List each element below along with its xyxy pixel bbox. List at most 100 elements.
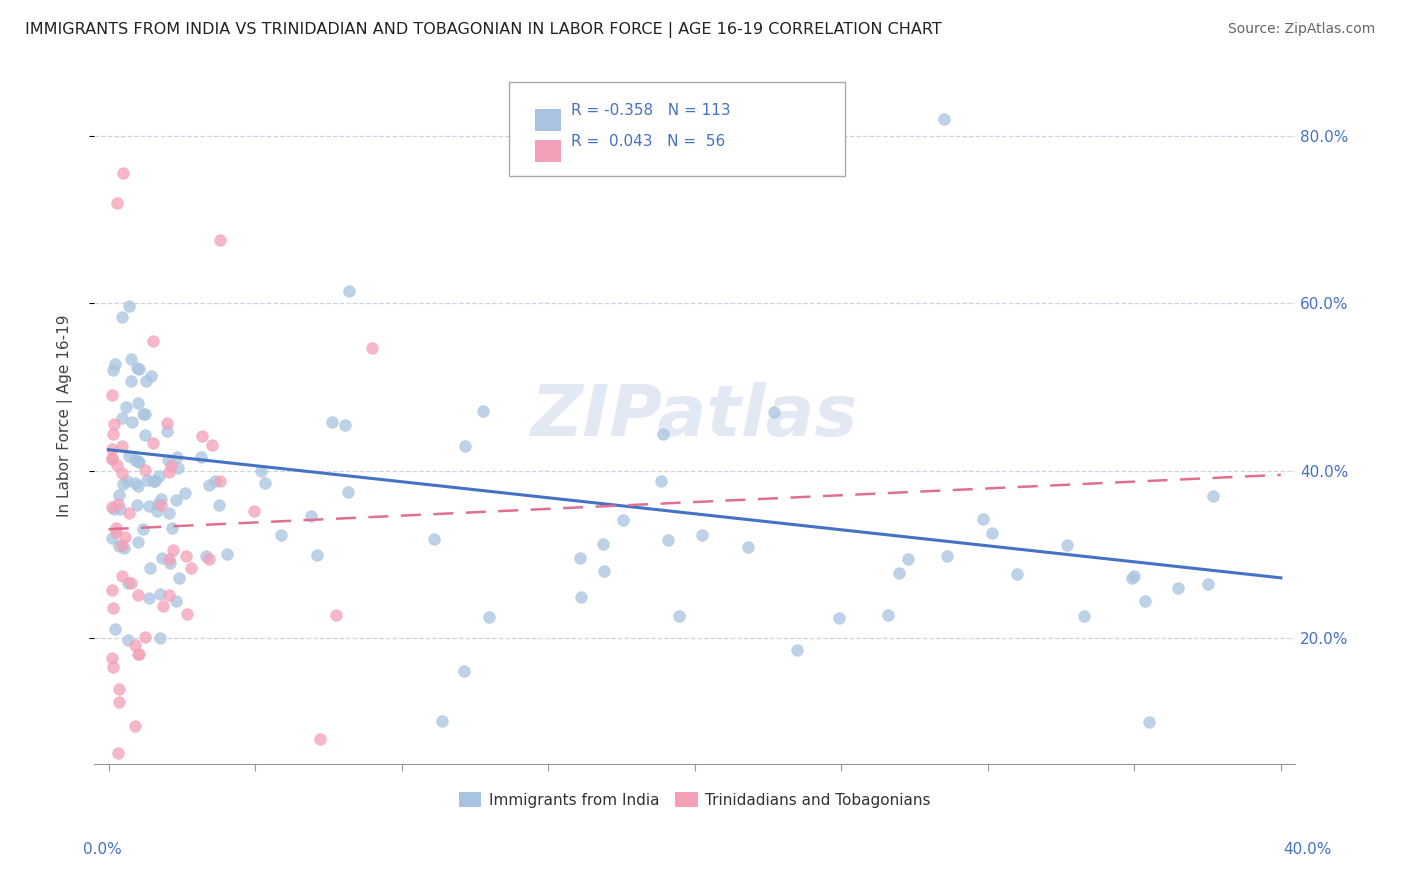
Point [897,552,920,566]
Point [104,521,127,535]
Point [118,450,141,464]
Point [150,498,173,512]
Point [827,611,849,625]
Point [127,588,149,602]
Legend: Immigrants from India, Trinidadians and Tobagonians: Immigrants from India, Trinidadians and … [451,784,939,815]
Point [103,417,125,431]
Point [115,400,138,414]
Point [1121,571,1143,585]
Point [657,533,679,547]
Point [117,576,139,591]
Point [453,439,475,453]
Point [176,607,198,621]
Point [100,651,122,665]
Point [337,485,360,500]
Point [763,405,786,419]
Point [124,638,146,652]
Point [127,396,149,410]
Point [1073,609,1095,624]
Point [308,731,330,746]
Point [125,361,148,376]
Point [142,474,165,488]
Point [569,551,592,566]
Point [173,485,195,500]
Point [876,607,898,622]
Point [128,648,150,662]
Point [100,388,122,402]
Point [204,474,226,488]
Point [120,374,142,388]
Point [111,466,134,480]
Point [612,513,634,527]
Point [169,571,191,585]
Point [156,452,179,467]
Point [112,166,135,180]
Text: ZIPatlas: ZIPatlas [531,382,859,450]
Point [1056,538,1078,552]
Point [120,351,142,366]
FancyBboxPatch shape [534,109,561,131]
Point [307,548,329,562]
Point [107,498,129,512]
Point [160,459,183,474]
Point [195,549,218,563]
Point [124,475,146,490]
Point [361,341,384,355]
Text: R =  0.043   N =  56: R = 0.043 N = 56 [571,134,725,149]
Point [134,428,156,442]
Point [111,310,134,324]
Point [128,362,150,376]
Point [124,719,146,733]
Point [215,547,238,561]
Point [118,299,141,313]
Point [157,465,180,479]
FancyBboxPatch shape [509,82,845,177]
Point [111,439,134,453]
Text: IMMIGRANTS FROM INDIA VS TRINIDADIAN AND TOBAGONIAN IN LABOR FORCE | AGE 16-19 C: IMMIGRANTS FROM INDIA VS TRINIDADIAN AND… [25,22,942,38]
Point [737,540,759,554]
Point [786,643,808,657]
Point [157,506,180,520]
Point [430,714,453,729]
Point [107,195,129,210]
Point [103,501,125,516]
Point [690,528,713,542]
Point [111,538,134,552]
Point [571,590,593,604]
Point [207,498,229,512]
Point [668,608,690,623]
FancyBboxPatch shape [534,140,561,162]
Point [932,112,955,126]
Point [134,630,156,644]
Text: 40.0%: 40.0% [1284,842,1331,856]
Point [128,455,150,469]
Point [127,479,149,493]
Point [146,503,169,517]
Point [108,682,131,697]
Point [105,458,128,472]
Point [138,591,160,605]
Point [1137,714,1160,729]
Point [149,631,172,645]
Point [1123,569,1146,583]
Point [972,512,994,526]
Point [209,474,232,488]
Point [157,588,180,602]
Point [472,404,495,418]
Point [120,575,142,590]
Point [101,442,124,457]
Point [887,566,910,581]
Point [592,537,614,551]
Point [981,525,1004,540]
Point [121,415,143,429]
Text: Source: ZipAtlas.com: Source: ZipAtlas.com [1227,22,1375,37]
Point [127,498,149,512]
Point [139,561,162,575]
Point [1005,567,1028,582]
Point [1135,594,1157,608]
Point [148,497,170,511]
Point [103,601,125,615]
Point [100,451,122,466]
Point [134,463,156,477]
Point [270,528,292,542]
